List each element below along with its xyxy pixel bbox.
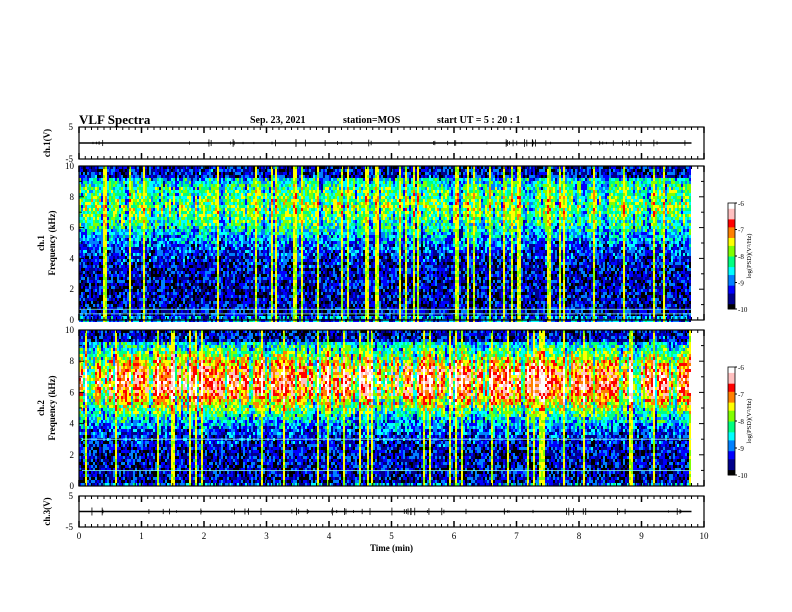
ch1-spectrogram-ytick-label: 2 xyxy=(70,284,75,294)
ch2-spectrogram-ytick-label: 10 xyxy=(65,325,75,335)
x-tick-label: 0 xyxy=(77,531,82,541)
ch2-spectrogram-ytick-label: 4 xyxy=(70,419,75,429)
ch1-spectrogram-colorbar-tick: -8 xyxy=(738,253,744,261)
ch2-spectrogram-ytick-label: 8 xyxy=(70,356,75,366)
x-tick-label: 2 xyxy=(202,531,207,541)
ch2-spectrogram-ytick-label: 0 xyxy=(70,481,75,491)
ch2-spectrogram-ytick-label: 6 xyxy=(70,387,75,397)
ch1-spectrogram-ytick-label: 0 xyxy=(70,315,75,325)
ch3-waveform-ylabel: ch.3(V) xyxy=(42,497,52,525)
ch1-spectrogram-colorbar-label: log(PSD)(V²/Hz) xyxy=(746,234,753,279)
ch1-waveform-panel: 5-5ch.1(V) xyxy=(42,122,704,164)
x-tick-label: 9 xyxy=(639,531,644,541)
ch1-spectrogram-ylabel: ch.1Frequency (kHz) xyxy=(36,210,57,275)
x-axis-label: Time (min) xyxy=(370,543,413,553)
ch2-spectrogram-colorbar-label: log(PSD)(V²/Hz) xyxy=(746,399,753,444)
x-tick-label: 10 xyxy=(700,531,710,541)
ch2-spectrogram-ylabel: ch.2Frequency (kHz) xyxy=(36,375,57,440)
ch1-spectrogram-ytick-label: 10 xyxy=(65,161,75,171)
x-tick-label: 6 xyxy=(452,531,457,541)
x-tick-label: 4 xyxy=(327,531,332,541)
ch3-waveform-ytick-label: -5 xyxy=(66,522,74,532)
ch2-spectrogram-heatmap xyxy=(79,330,691,486)
x-tick-label: 5 xyxy=(389,531,394,541)
x-tick-label: 8 xyxy=(577,531,582,541)
ch2-spectrogram-panel: 0 2 4 6 8 10 ch.2Frequency (kHz) -6 -7 -8 -9 -10 log… xyxy=(36,325,753,491)
ch2-spectrogram-colorbar-tick: -10 xyxy=(738,472,748,480)
ch1-spectrogram-ytick-label: 6 xyxy=(70,223,75,233)
ch3-waveform-ytick-label: 5 xyxy=(69,491,74,501)
ch1-spectrogram-colorbar-tick: -7 xyxy=(738,227,744,235)
ch2-spectrogram-colorbar-tick: -7 xyxy=(738,391,744,399)
ch1-spectrogram-colorbar-tick: -6 xyxy=(738,200,744,208)
ch2-spectrogram-colorbar: -6 -7 -8 -9 -10 log(PSD)(V²/Hz) xyxy=(728,364,753,480)
ch1-spectrogram-panel: 0 2 4 6 8 10 ch.1Frequency (kHz) -6 -7 -8 -9 -10 log… xyxy=(36,161,753,325)
ch1-spectrogram-colorbar: -6 -7 -8 -9 -10 log(PSD)(V²/Hz) xyxy=(728,200,753,314)
ch2-spectrogram-colorbar-tick: -9 xyxy=(738,445,744,453)
ch3-waveform-panel: 5 -5 ch.3(V) xyxy=(42,491,704,532)
ch1-spectrogram-ytick-label: 4 xyxy=(70,253,75,263)
x-tick-label: 7 xyxy=(514,531,519,541)
ch2-spectrogram-colorbar-tick: -6 xyxy=(738,364,744,372)
ch1-waveform-ytick-label: 5 xyxy=(69,122,74,132)
ch1-waveform-ylabel: ch.1(V) xyxy=(42,129,52,157)
ch1-spectrogram-ytick-label: 8 xyxy=(70,192,75,202)
x-tick-label: 1 xyxy=(139,531,144,541)
ch2-spectrogram-colorbar-tick: -8 xyxy=(738,418,744,426)
ch1-spectrogram-colorbar-tick: -9 xyxy=(738,280,744,288)
ch2-spectrogram-ytick-label: 2 xyxy=(70,450,75,460)
ch1-spectrogram-colorbar-tick: -10 xyxy=(738,306,748,314)
x-tick-label: 3 xyxy=(264,531,269,541)
ch1-spectrogram-heatmap xyxy=(79,166,691,322)
